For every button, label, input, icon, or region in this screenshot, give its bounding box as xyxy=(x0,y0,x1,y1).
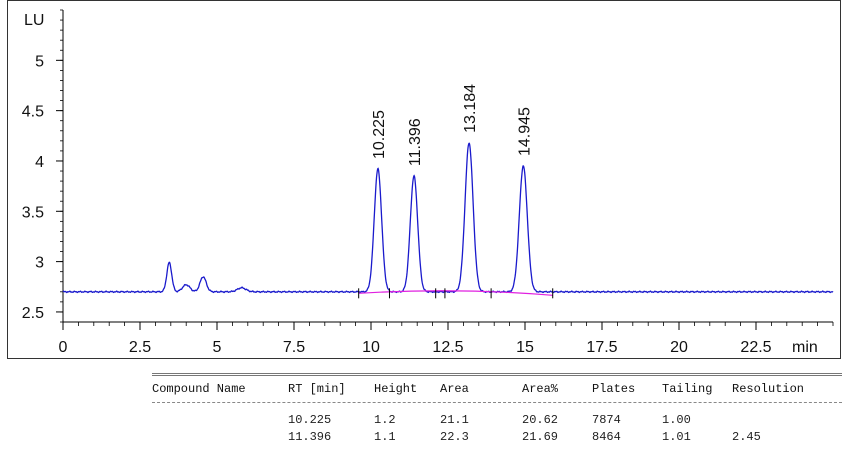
y-tick-label: 5 xyxy=(35,53,44,70)
peak-label: 13.184 xyxy=(462,84,479,133)
x-tick-label: 10 xyxy=(362,339,380,356)
x-tick-label: 17.5 xyxy=(586,339,617,356)
row-rt: 10.225 xyxy=(288,412,332,427)
row-plates: 7874 xyxy=(592,412,621,427)
table-top-rule xyxy=(152,370,842,376)
peak-label: 11.396 xyxy=(407,118,424,166)
row-height: 1.2 xyxy=(374,412,396,427)
results-table: Compound Name RT [min] Height Area Area%… xyxy=(152,370,842,445)
row-rt: 11.396 xyxy=(288,429,332,444)
header-plates: Plates xyxy=(592,381,636,396)
chromatogram-chart: 2.5 3 3.5 4 4.5 5 LU 0 2.5 5 7.5 10 12.5 15 17.5 20 22.5… xyxy=(7,0,841,359)
header-area: Area xyxy=(440,381,469,396)
row-area: 21.1 xyxy=(440,412,469,427)
x-tick-label: 20 xyxy=(670,339,688,356)
x-tick-label: 7.5 xyxy=(283,339,305,356)
row-area-percent: 20.62 xyxy=(522,412,559,427)
x-axis-label: min xyxy=(792,339,818,356)
peak-label: 10.225 xyxy=(371,110,388,159)
y-tick-label: 3 xyxy=(35,255,44,272)
x-tick-label: 5 xyxy=(213,339,222,356)
row-height: 1.1 xyxy=(374,429,396,444)
x-tick-label: 0 xyxy=(59,339,68,356)
table-header-rule xyxy=(152,400,842,403)
table-header-row: Compound Name RT [min] Height Area Area%… xyxy=(152,380,842,397)
x-tick-label: 22.5 xyxy=(740,339,771,356)
chart-frame xyxy=(7,0,841,359)
integration-baseline xyxy=(358,290,553,296)
x-tick-label: 12.5 xyxy=(432,339,463,356)
row-tailing: 1.01 xyxy=(662,429,691,444)
chromatogram-panel: 2.5 3 3.5 4 4.5 5 LU 0 2.5 5 7.5 10 12.5 15 17.5 20 22.5… xyxy=(7,0,841,359)
row-resolution: 2.45 xyxy=(732,429,761,444)
row-plates: 8464 xyxy=(592,429,621,444)
y-tick-label: 3.5 xyxy=(22,204,44,221)
row-tailing: 1.00 xyxy=(662,412,691,427)
y-tick-label: 2.5 xyxy=(22,305,44,322)
x-tick-label: 2.5 xyxy=(129,339,151,356)
header-height: Height xyxy=(374,381,418,396)
header-tailing: Tailing xyxy=(662,381,713,396)
header-resolution: Resolution xyxy=(732,381,805,396)
y-tick-label: 4 xyxy=(35,154,44,171)
x-tick-label: 15 xyxy=(516,339,534,356)
row-area-percent: 21.69 xyxy=(522,429,559,444)
y-axis-label: LU xyxy=(24,12,44,29)
peak-label: 14.945 xyxy=(516,107,533,156)
header-compound-name: Compound Name xyxy=(152,381,246,396)
row-area: 22.3 xyxy=(440,429,469,444)
y-tick-label: 4.5 xyxy=(22,104,44,121)
header-rt: RT [min] xyxy=(288,381,346,396)
table-row: 11.396 1.1 22.3 21.69 8464 1.01 2.45 xyxy=(152,428,842,445)
header-area-percent: Area% xyxy=(522,381,559,396)
table-row: 10.225 1.2 21.1 20.62 7874 1.00 xyxy=(152,411,842,428)
chromatogram-trace xyxy=(62,142,834,294)
